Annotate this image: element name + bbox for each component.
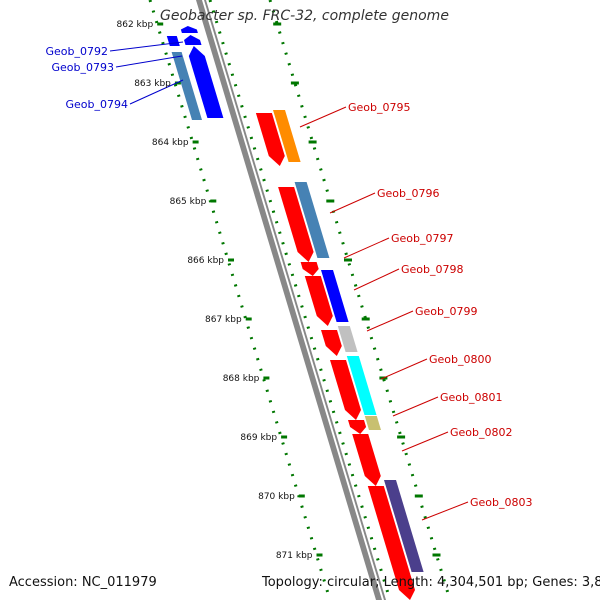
forward-lane: [170, 0, 375, 600]
geob-0800-product-box: [346, 356, 377, 415]
geob-0794-label: Geob_0794: [66, 98, 129, 111]
tick-label: 869 kbp: [240, 433, 277, 443]
geob-0795-label: Geob_0795: [348, 101, 411, 114]
dotted-track-line: [268, 0, 452, 600]
geob-0793-label: Geob_0793: [52, 61, 115, 74]
geob-0796-label: Geob_0796: [377, 187, 440, 200]
tick-label: 870 kbp: [258, 492, 295, 502]
geob-0802-label: Geob_0802: [450, 426, 513, 439]
geob-0793-leader: [115, 55, 183, 68]
geob-0800-leader: [380, 358, 428, 380]
geob-0798-leader: [353, 268, 400, 291]
geob-0803-product-box: [384, 480, 424, 572]
geob-0798-label: Geob_0798: [401, 263, 464, 276]
geob-0803-leader: [421, 501, 469, 521]
geob-0801-cds: [348, 420, 367, 434]
geob-0799-product-box: [337, 326, 358, 352]
geob-0802-leader: [401, 431, 449, 452]
tick-label: 865 kbp: [170, 197, 207, 207]
geob-0800-label: Geob_0800: [429, 353, 492, 366]
geob-0798-cds: [304, 276, 333, 326]
geob-0799-leader: [366, 310, 414, 332]
geob-0793-cds: [184, 35, 202, 45]
tick-label: 866 kbp: [187, 256, 224, 266]
geob-0797-leader: [343, 237, 390, 259]
geob-0796-leader: [329, 192, 376, 214]
genome-summary-text: Topology: circular; Length: 4,304,501 bp…: [262, 575, 600, 590]
tick-label: 864 kbp: [152, 138, 189, 148]
geob-0799-label: Geob_0799: [415, 305, 478, 318]
geob-0792-leader: [109, 41, 184, 52]
geob-0792-label: Geob_0792: [46, 45, 109, 58]
geob-0794-product-box: [171, 52, 202, 120]
backbone-line: [196, 0, 382, 600]
geob-0803-cds: [367, 486, 415, 600]
geob-0797-label: Geob_0797: [391, 232, 454, 245]
accession-text: Accession: NC_011979: [9, 575, 157, 590]
geob-0795-leader: [299, 106, 347, 128]
geob-0795-product-box: [273, 110, 301, 162]
genome-title: Geobacter sp. FRC-32, complete genome: [160, 8, 449, 24]
tick-label: 862 kbp: [117, 20, 154, 30]
geob-0799-cds: [321, 330, 342, 356]
geob-0797-cds: [300, 262, 319, 276]
geob-0801-leader: [392, 396, 439, 417]
geob-0801-label: Geob_0801: [440, 391, 503, 404]
tick-label: 867 kbp: [205, 315, 242, 325]
geob-0801-product-box: [364, 416, 381, 430]
labels-layer: 862 kbp 863 kbp 864 kbp 865 kbp 866 kbp 867 k…: [46, 20, 533, 561]
geob-0800-cds: [330, 360, 361, 420]
geob-0803-label: Geob_0803: [470, 496, 533, 509]
backbone-line-thin: [204, 0, 386, 600]
geob-0794-cds: [188, 46, 224, 118]
geob-0798-product-box: [321, 270, 349, 322]
dotted-track-line: [148, 0, 332, 600]
geob-0802-cds: [352, 434, 381, 486]
geob-0794-leader: [129, 79, 184, 105]
geob-0796-cds: [278, 187, 314, 262]
geob-0792-cds: [180, 26, 198, 33]
geob-0795-cds: [255, 113, 285, 166]
tick-label: 871 kbp: [276, 551, 313, 561]
tick-label: 863 kbp: [134, 79, 171, 89]
gene-features: [166, 26, 424, 600]
dotted-track-line: [208, 0, 392, 600]
tick-label: 868 kbp: [223, 374, 260, 384]
label-leader-lines: [109, 41, 469, 521]
geob-0796-product-box: [294, 182, 330, 258]
geob-0792-product-box: [166, 36, 180, 46]
